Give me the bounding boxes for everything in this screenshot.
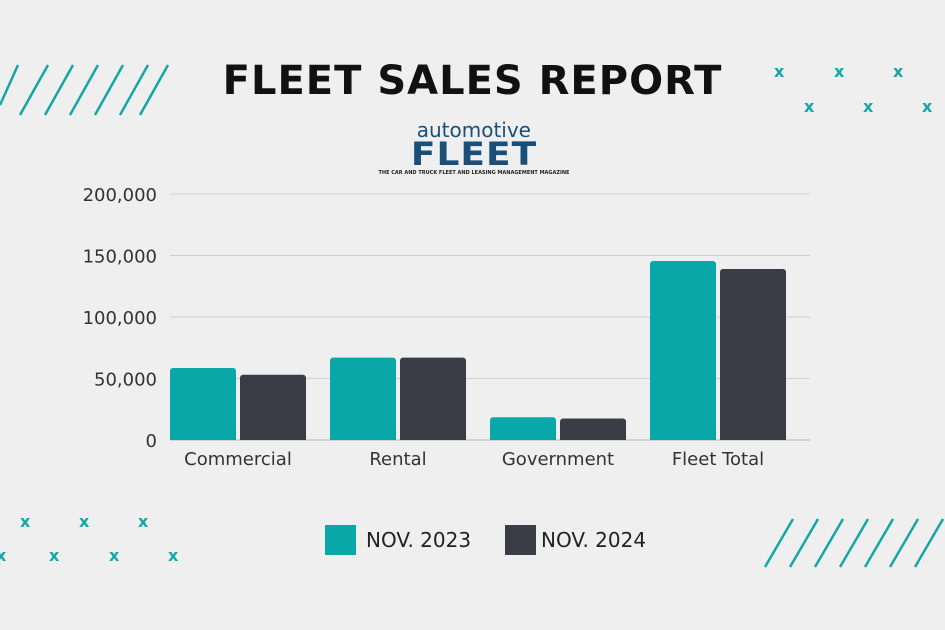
x-mark-icon: x [863, 97, 874, 116]
x-tick-label: Commercial [184, 449, 292, 470]
report-title: FLEET SALES REPORT [222, 58, 723, 104]
stripes-decoration-bottom-right [763, 518, 945, 568]
x-tick-label: Rental [369, 449, 426, 470]
x-mark-icon: x [893, 62, 904, 81]
legend-label-2024: NOV. 2024 [541, 528, 647, 552]
x-tick-label: Government [502, 449, 614, 470]
bar-2024 [720, 269, 786, 440]
y-tick-label: 50,000 [94, 370, 157, 391]
bar-2023 [330, 357, 396, 440]
bar-2024 [560, 418, 626, 440]
x-mark-icon: x [168, 546, 179, 565]
bar-base [490, 436, 556, 440]
automotive-fleet-logo: automotive FLEET THE CAR AND TRUCK FLEET… [363, 118, 585, 180]
x-mark-icon: x [49, 546, 60, 565]
x-mark-icon: x [109, 546, 120, 565]
bar-2023 [490, 417, 556, 440]
x-mark-icon: x [834, 62, 845, 81]
legend-label-2023: NOV. 2023 [366, 528, 472, 552]
y-tick-label: 150,000 [83, 247, 157, 268]
x-mark-icon: x [774, 62, 785, 81]
logo-main-word: FLEET [410, 136, 538, 173]
bar-2024 [400, 357, 466, 440]
x-tick-label: Fleet Total [672, 449, 764, 470]
bar-base [650, 436, 716, 440]
stripes-decoration-top-left [0, 64, 170, 116]
bar-2023 [650, 261, 716, 440]
bar-2024 [240, 374, 306, 440]
y-tick-label: 0 [146, 431, 157, 452]
y-tick-label: 200,000 [83, 185, 157, 206]
x-mark-icon: x [922, 97, 933, 116]
logo-top-word: automotive [416, 118, 531, 142]
bar-base [170, 436, 236, 440]
x-mark-icon: x [79, 512, 90, 531]
x-mark-icon: x [804, 97, 815, 116]
x-mark-icon: x [138, 512, 149, 531]
legend-swatch-2024 [505, 525, 536, 555]
x-mark-icon: x [0, 546, 7, 565]
bar-base [330, 436, 396, 440]
x-mark-icon: x [20, 512, 31, 531]
y-tick-label: 100,000 [83, 308, 157, 329]
bar-base [720, 436, 786, 440]
legend-swatch-2023 [325, 525, 356, 555]
bar-2023 [170, 368, 236, 440]
bar-base [240, 436, 306, 440]
bar-base [400, 436, 466, 440]
logo-tagline: THE CAR AND TRUCK FLEET AND LEASING MANA… [378, 170, 570, 176]
bar-base [560, 436, 626, 440]
